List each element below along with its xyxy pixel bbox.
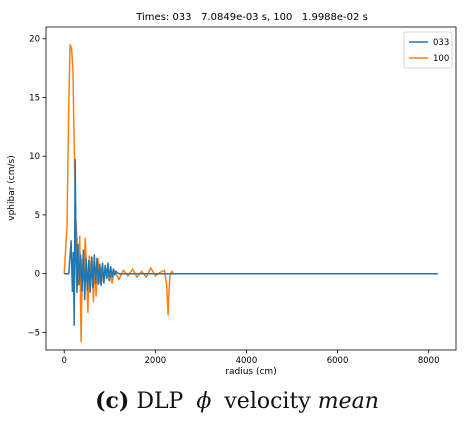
- x-tick-label: 2000: [145, 356, 167, 366]
- legend-box: [403, 31, 453, 69]
- legend-label-100: 100: [433, 54, 449, 64]
- figure-caption: (c) DLP ϕ velocity mean: [0, 388, 474, 414]
- caption-emphasis: mean: [317, 389, 379, 414]
- legend: 033 100: [403, 31, 453, 69]
- x-tick-label: 0: [62, 356, 67, 366]
- x-axis-label: radius (cm): [225, 367, 276, 377]
- chart-figure: Times: 033 7.0849e-03 s, 100 1.9988e-02 …: [7, 12, 457, 377]
- ticks-layer: 0 2000 4000 6000 8000 −5 0 5 10 15 20: [27, 35, 439, 366]
- chart-title: Times: 033 7.0849e-03 s, 100 1.9988e-02 …: [135, 12, 368, 23]
- caption-phi-symbol: ϕ: [196, 389, 212, 414]
- y-tick-label: 5: [35, 211, 40, 221]
- caption-text-2: velocity: [224, 389, 311, 414]
- x-tick-label: 8000: [418, 356, 440, 366]
- y-axis-label: vphibar (cm/s): [7, 155, 17, 221]
- caption-label: (c): [95, 388, 130, 414]
- series-line-033: [64, 158, 438, 327]
- legend-label-033: 033: [433, 38, 449, 48]
- x-tick-label: 4000: [236, 356, 258, 366]
- y-tick-label: −5: [27, 328, 40, 338]
- y-tick-label: 15: [29, 93, 40, 103]
- y-tick-label: 10: [29, 152, 40, 162]
- x-tick-label: 6000: [327, 356, 349, 366]
- y-tick-label: 0: [35, 270, 40, 280]
- series-line-100: [63, 43, 438, 343]
- y-tick-label: 20: [29, 35, 40, 45]
- lines-layer: [63, 43, 438, 343]
- caption-text-1: DLP: [136, 389, 184, 414]
- plot-frame: [45, 26, 457, 351]
